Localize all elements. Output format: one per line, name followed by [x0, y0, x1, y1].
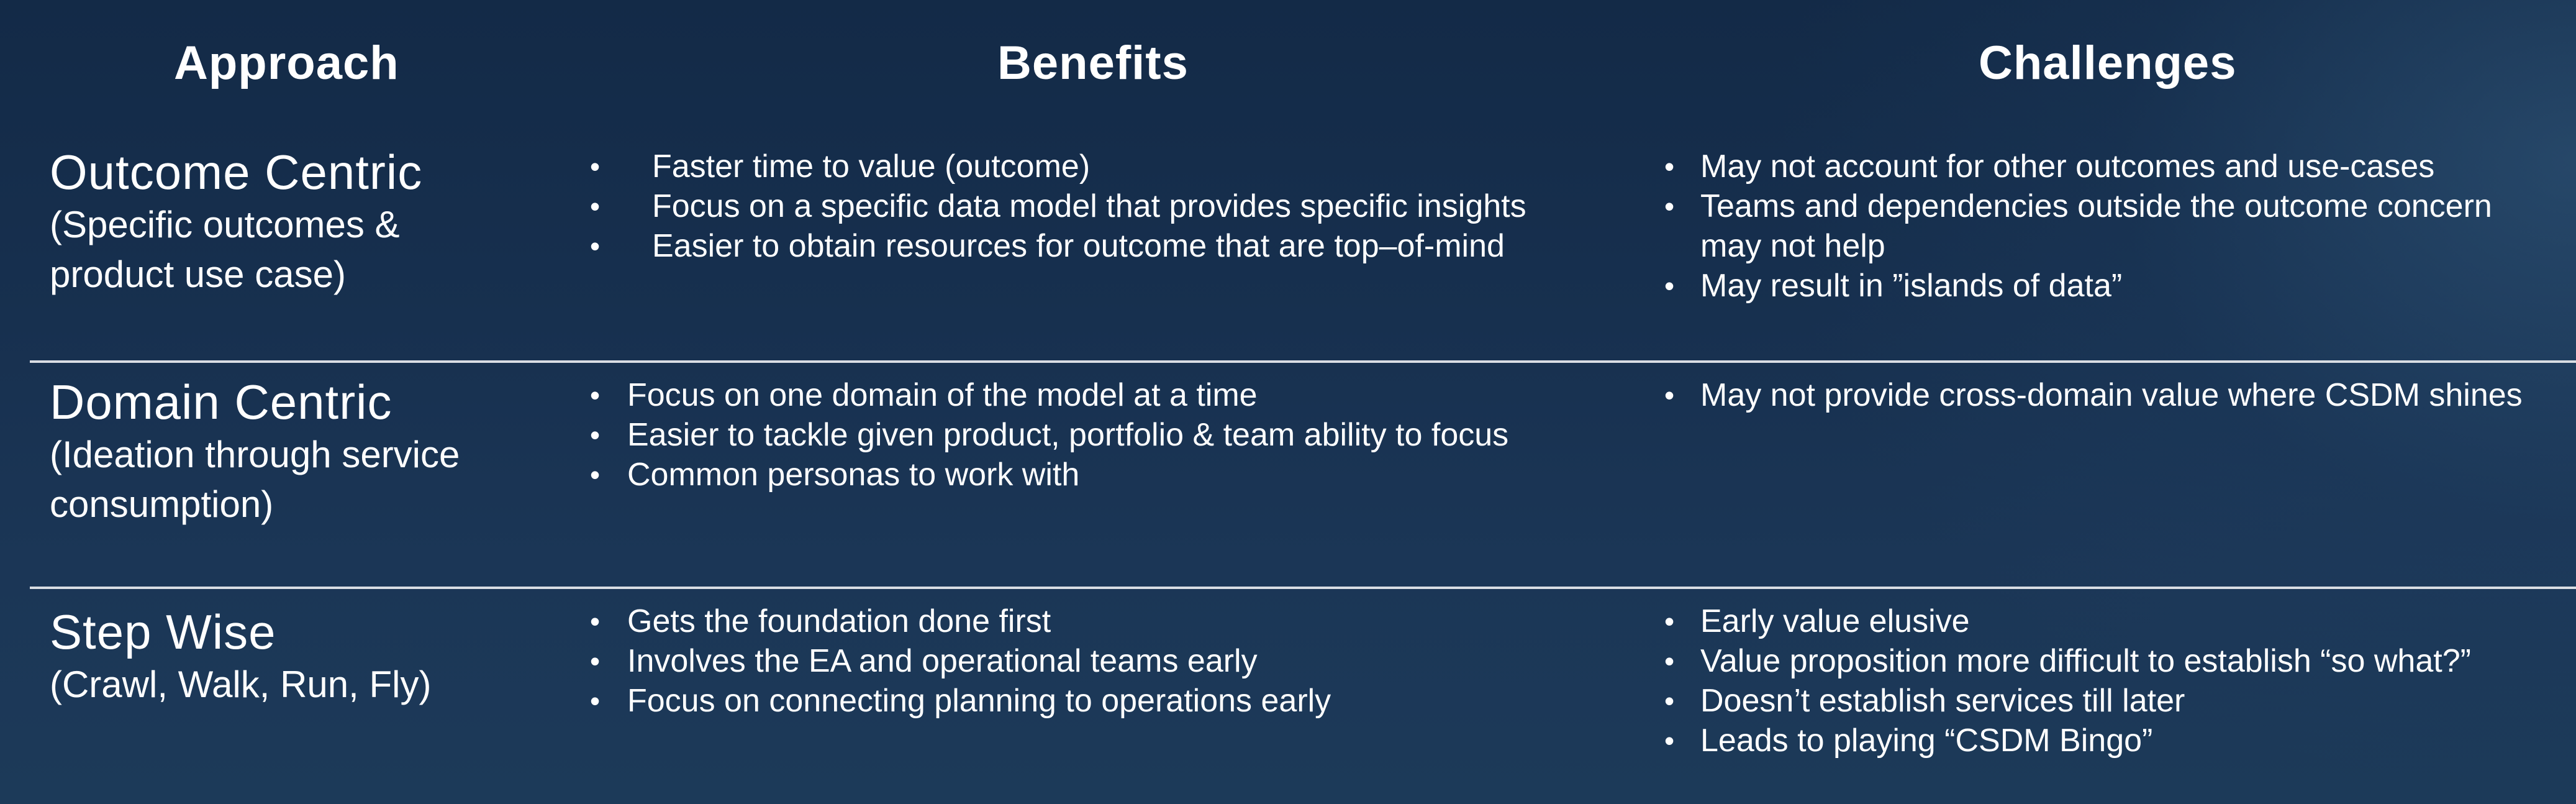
challenge-item: Teams and dependencies outside the outco…	[1664, 186, 2557, 266]
approach-title: Outcome Centric	[50, 145, 423, 199]
challenge-item: May not account for other outcomes and u…	[1664, 147, 2557, 186]
approach-cell: Step Wise (Crawl, Walk, Run, Fly)	[50, 604, 431, 710]
challenges-list: May not account for other outcomes and u…	[1664, 147, 2557, 306]
header-challenges: Challenges	[1979, 37, 2237, 89]
header-benefits: Benefits	[997, 37, 1189, 89]
benefits-list: Gets the foundation done first Involves …	[590, 601, 1652, 721]
row-divider	[30, 587, 2576, 589]
benefit-item: Faster time to value (outcome)	[590, 147, 1646, 186]
benefit-item: Easier to obtain resources for outcome t…	[590, 226, 1646, 266]
approach-subtitle: (Specific outcomes & product use case)	[50, 204, 400, 295]
challenge-item: Doesn’t establish services till later	[1664, 681, 2557, 721]
benefit-item: Focus on one domain of the model at a ti…	[590, 375, 1652, 415]
row-divider	[30, 360, 2576, 363]
challenge-item: Leads to playing “CSDM Bingo”	[1664, 721, 2557, 761]
benefits-list: Focus on one domain of the model at a ti…	[590, 375, 1652, 495]
benefit-item: Easier to tackle given product, portfoli…	[590, 415, 1652, 455]
benefit-item: Involves the EA and operational teams ea…	[590, 641, 1652, 681]
approach-title: Domain Centric	[50, 375, 392, 429]
challenges-list: Early value elusive Value proposition mo…	[1664, 601, 2557, 761]
approach-title: Step Wise	[50, 605, 276, 659]
benefit-item: Focus on a specific data model that prov…	[590, 186, 1646, 226]
approach-cell: Outcome Centric (Specific outcomes & pro…	[50, 144, 422, 299]
benefit-item: Gets the foundation done first	[590, 601, 1652, 641]
header-approach: Approach	[174, 37, 399, 89]
challenges-list: May not provide cross-domain value where…	[1664, 375, 2557, 415]
challenge-item: Early value elusive	[1664, 601, 2557, 641]
challenge-item: May not provide cross-domain value where…	[1664, 375, 2557, 415]
benefit-item: Focus on connecting planning to operatio…	[590, 681, 1652, 721]
approach-subtitle: (Crawl, Walk, Run, Fly)	[50, 664, 432, 705]
benefits-list: Faster time to value (outcome) Focus on …	[590, 147, 1646, 266]
challenge-item: Value proposition more difficult to esta…	[1664, 641, 2557, 681]
challenge-item: May result in ”islands of data”	[1664, 266, 2557, 306]
approach-subtitle: (Ideation through service consumption)	[50, 434, 460, 525]
approach-cell: Domain Centric (Ideation through service…	[50, 374, 460, 529]
benefit-item: Common personas to work with	[590, 455, 1652, 495]
